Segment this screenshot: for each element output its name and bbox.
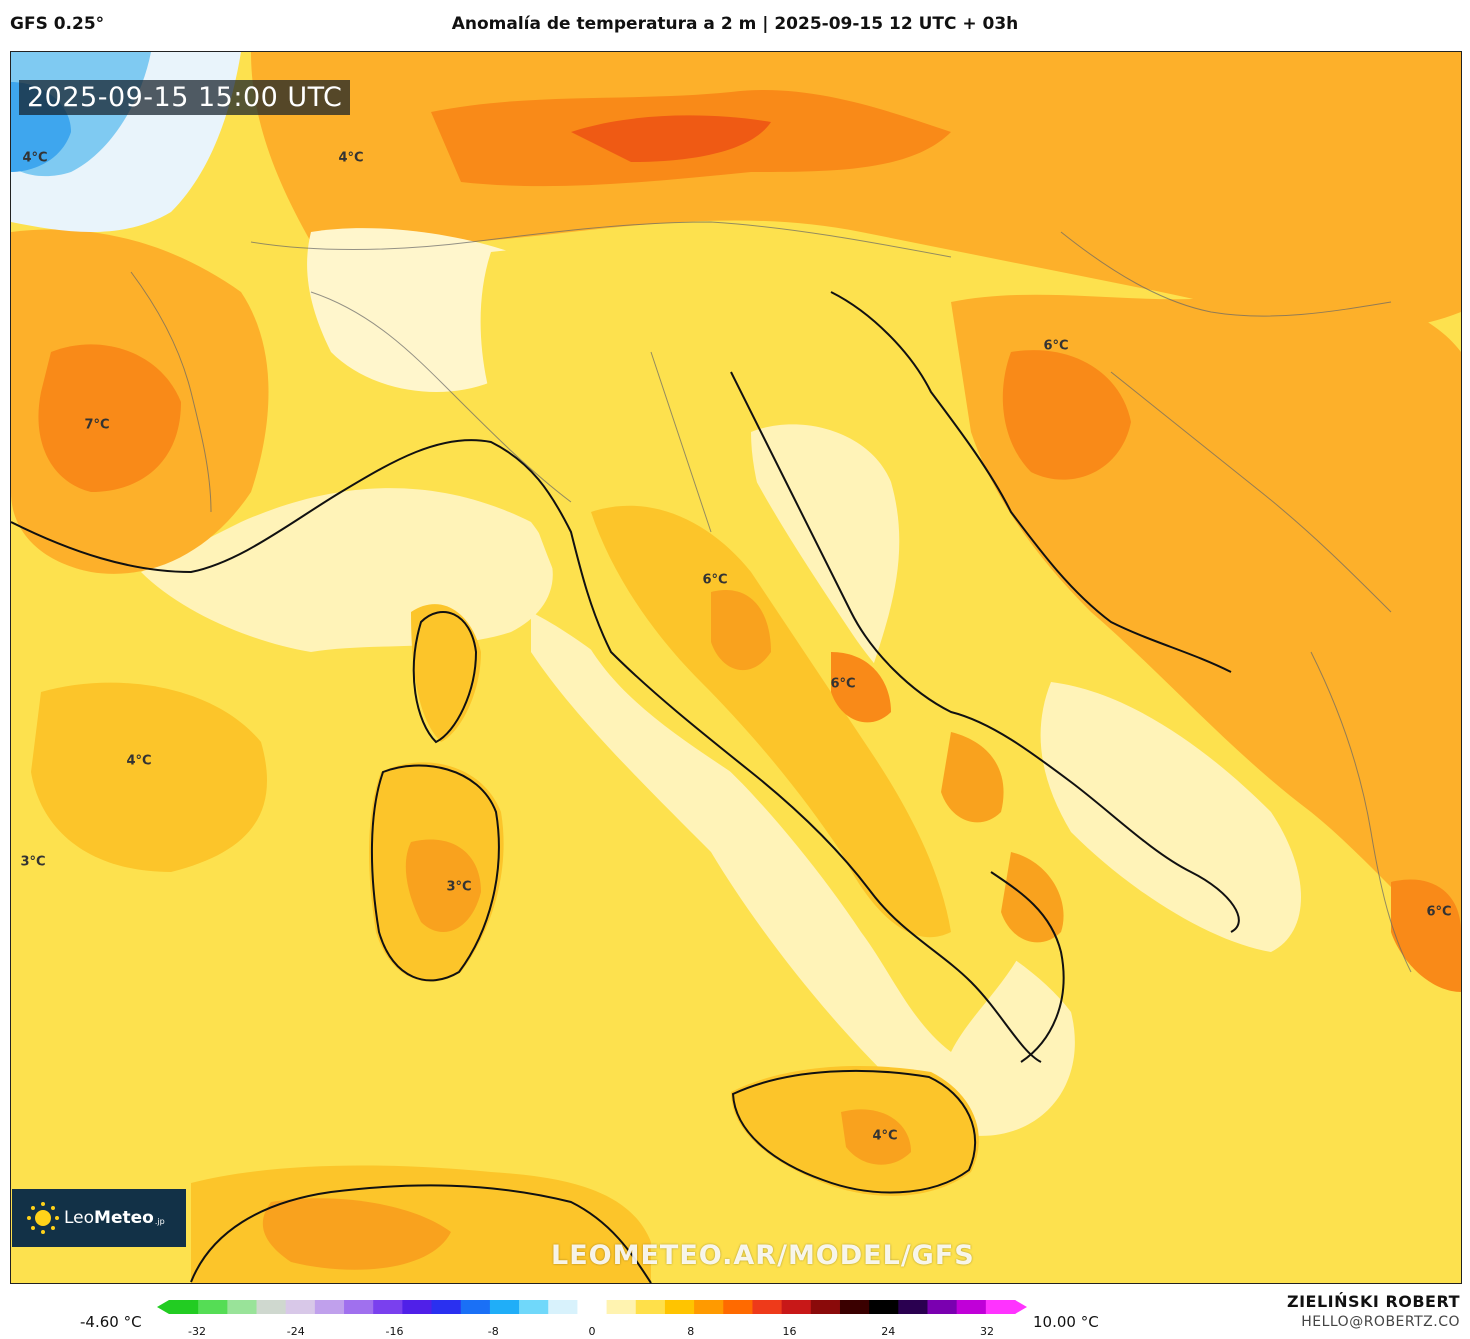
colorbar-cell <box>402 1300 433 1314</box>
colorbar-cell <box>869 1300 899 1314</box>
map-title: Anomalía de temperatura a 2 m | 2025-09-… <box>451 14 1019 34</box>
author-email[interactable]: HELLO@ROBERTZ.CO <box>1301 1314 1460 1330</box>
colorbar-cell <box>810 1300 841 1314</box>
sun-icon <box>26 1201 60 1235</box>
colorbar-cell <box>694 1300 724 1314</box>
colorbar-cell <box>227 1300 258 1314</box>
colorbar-cell <box>285 1300 316 1314</box>
isotherm-label: 6°C <box>702 572 728 588</box>
map-canvas <box>11 52 1461 1283</box>
colorbar-cell <box>169 1300 199 1314</box>
isotherm-label: 4°C <box>338 150 364 166</box>
colorbar-cell <box>723 1300 753 1314</box>
colorbar-cell <box>606 1300 637 1314</box>
isotherm-label: 3°C <box>446 879 472 895</box>
colorbar-cell <box>956 1300 987 1314</box>
isotherm-label: 6°C <box>1043 338 1069 354</box>
colorbar-cell <box>664 1300 695 1314</box>
colorbar-tick-label: 8 <box>687 1325 695 1338</box>
colorbar-cell <box>460 1300 491 1314</box>
colorbar-cell <box>431 1300 462 1314</box>
valid-time-stamp: 2025-09-15 15:00 UTC <box>19 80 351 115</box>
colorbar-tick-label: -32 <box>188 1325 206 1338</box>
colorbar-cell <box>489 1300 520 1314</box>
colorbar-cell <box>781 1300 812 1314</box>
colorbar-tick-label: 0 <box>588 1325 596 1338</box>
isotherm-label: 3°C <box>20 854 46 870</box>
colorbar-cell <box>839 1300 870 1314</box>
colorbar-cell <box>314 1300 345 1314</box>
colorbar-cell <box>344 1300 374 1314</box>
anomaly-map[interactable]: 2025-09-15 15:00 UTC 4°C 4°C 7°C 6°C 6°C… <box>10 51 1462 1284</box>
isotherm-label: 6°C <box>1426 904 1452 920</box>
colorbar-cell <box>898 1300 928 1314</box>
author-name: ZIELIŃSKI ROBERT <box>1286 1292 1460 1311</box>
source-watermark: LEOMETEO.AR/MODEL/GFS <box>551 1240 975 1271</box>
logo-suffix: .jp <box>154 1216 165 1226</box>
isotherm-label: 4°C <box>872 1128 898 1144</box>
colorbar-tick-label: 16 <box>782 1325 797 1338</box>
colorbar-cell <box>256 1300 287 1314</box>
colorbar-tick-label: -24 <box>286 1325 305 1338</box>
colorbar-cell <box>985 1300 1016 1314</box>
colorbar-cell <box>927 1300 958 1314</box>
colorbar-tick-label: -16 <box>385 1325 404 1338</box>
isotherm-label: 4°C <box>22 150 48 166</box>
isotherm-label: 4°C <box>126 753 152 769</box>
colorbar-tick-label: -8 <box>487 1325 499 1338</box>
colorbar-cell <box>198 1300 228 1314</box>
colorbar-cell <box>752 1300 783 1314</box>
colorbar-cell <box>373 1300 403 1314</box>
leometeo-logo[interactable]: LeoMeteo .jp <box>12 1189 186 1247</box>
colorbar-cell <box>577 1300 608 1314</box>
model-label: GFS 0.25° <box>10 14 105 34</box>
logo-wordmark: LeoMeteo <box>64 1208 154 1228</box>
colorbar-min-label: -4.60 °C <box>80 1313 142 1331</box>
colorbar-cell <box>635 1300 666 1314</box>
colorbar-tick-label: 24 <box>881 1325 896 1338</box>
isotherm-label: 6°C <box>830 676 856 692</box>
colorbar-max-label: 10.00 °C <box>1033 1313 1099 1331</box>
colorbar <box>157 1300 1027 1314</box>
colorbar-cell <box>519 1300 549 1314</box>
colorbar-tick-label: 32 <box>980 1325 994 1338</box>
colorbar-cell <box>548 1300 578 1314</box>
isotherm-label: 7°C <box>84 417 110 433</box>
